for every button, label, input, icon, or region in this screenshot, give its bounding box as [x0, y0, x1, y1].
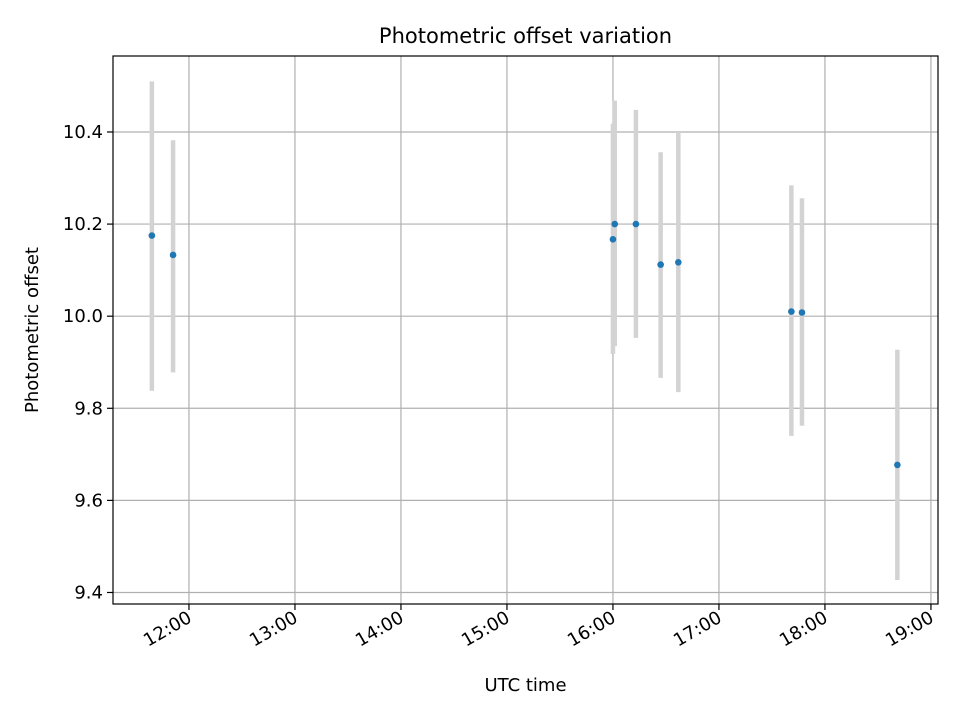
data-point — [798, 309, 806, 316]
y-tick-label: 10.2 — [63, 214, 103, 235]
y-tick-label: 9.8 — [74, 398, 103, 419]
data-point — [632, 220, 640, 228]
data-point — [609, 235, 617, 243]
data-point — [169, 251, 177, 259]
y-tick-label: 10.4 — [63, 122, 103, 143]
y-tick-label: 9.6 — [74, 490, 103, 511]
point-layer — [148, 220, 901, 469]
data-point — [148, 232, 156, 239]
data-point — [657, 261, 664, 268]
y-axis-label: Photometric offset — [22, 247, 43, 413]
plot-frame — [112, 55, 939, 605]
data-point — [788, 308, 795, 315]
y-tick-label: 10.0 — [63, 306, 103, 327]
chart-title: Photometric offset variation — [379, 24, 672, 48]
x-axis-label: UTC time — [484, 675, 566, 696]
data-point — [894, 461, 901, 469]
data-point — [611, 220, 619, 228]
y-tick-label: 9.4 — [74, 582, 103, 603]
data-point — [675, 259, 682, 266]
